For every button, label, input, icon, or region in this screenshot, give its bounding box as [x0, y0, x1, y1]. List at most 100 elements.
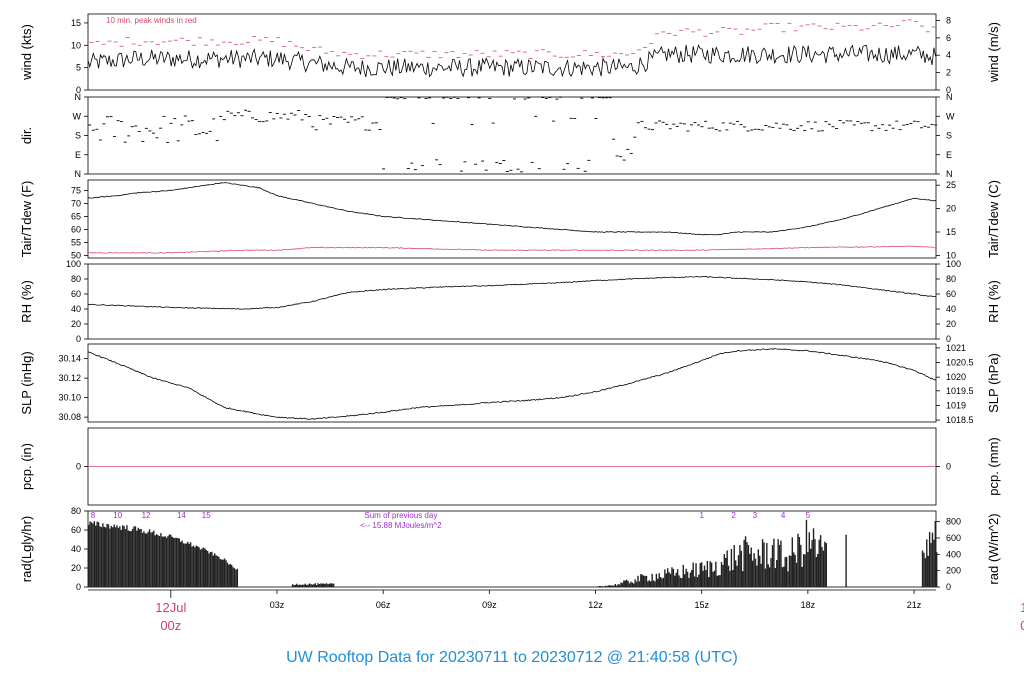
rad-bar — [645, 575, 648, 587]
rad-bar — [88, 524, 90, 587]
rad-bar — [638, 581, 641, 587]
rad-bar — [136, 530, 138, 587]
rad-bar — [90, 522, 93, 587]
rad-bar — [144, 533, 147, 587]
rad-bar — [603, 586, 605, 587]
rad-bar — [93, 521, 96, 587]
rad-hour-mark: 10 — [113, 511, 122, 520]
ytick-label: 65 — [71, 211, 81, 221]
ytick-right-label: 0 — [946, 462, 951, 472]
rad-bar — [651, 573, 653, 587]
rad-bar — [732, 570, 734, 587]
rad-bar — [219, 559, 222, 587]
rad-bar — [804, 554, 806, 587]
ytick-label: 10 — [71, 40, 81, 50]
rad-bar — [97, 522, 100, 587]
rad-bar — [123, 526, 125, 587]
rad-bar — [644, 575, 646, 587]
rad-bar — [793, 552, 795, 587]
ytick-label: 0 — [76, 85, 81, 95]
rad-bar — [692, 562, 694, 587]
rad-bar — [607, 585, 609, 587]
rad-bar — [225, 560, 227, 587]
ylabel-right-pcp: pcp. (mm) — [986, 437, 1001, 496]
ytick-label: 50 — [71, 250, 81, 260]
rad-bar — [157, 535, 159, 587]
rad-bar — [171, 536, 173, 587]
ylabel-right-rad: rad (W/m^2) — [986, 513, 1001, 584]
rad-bar — [181, 540, 183, 587]
rad-bar — [624, 580, 626, 587]
rad-hour-mark: 8 — [91, 511, 96, 520]
rad-bar — [325, 583, 328, 587]
rad-bar — [770, 558, 772, 587]
rad-bar — [685, 568, 687, 587]
rad-bar — [197, 546, 199, 587]
rad-bar — [104, 527, 107, 587]
rad-bar — [812, 528, 815, 587]
ytick-right-label: 20 — [946, 204, 956, 214]
rad-bar — [150, 532, 152, 587]
rad-bar — [218, 556, 220, 587]
series-line-Tdew — [87, 245, 937, 254]
rad-bar — [761, 539, 764, 587]
rad-bar — [99, 526, 101, 587]
rad-bar — [774, 568, 777, 587]
rad-bar — [191, 546, 193, 587]
rad-bar — [725, 557, 727, 587]
rad-bar — [768, 567, 771, 587]
ytick-right-label: 200 — [946, 566, 961, 576]
rad-bar — [124, 529, 127, 587]
rad-bar — [795, 562, 798, 587]
rad-bar — [764, 568, 767, 587]
rad-bar — [620, 582, 622, 587]
rad-bar — [760, 563, 762, 587]
rad-bar — [194, 547, 196, 587]
rad-bar — [662, 577, 665, 587]
rad-bar — [814, 539, 816, 587]
rad-bar — [667, 568, 669, 587]
rad-bar — [930, 543, 932, 587]
ylabel-pcp: pcp. (in) — [19, 443, 34, 490]
rad-bar — [747, 544, 750, 587]
rad-bar — [798, 536, 801, 587]
ytick-label: 80 — [71, 274, 81, 284]
ytick-label: 20 — [71, 563, 81, 573]
rad-bar — [616, 585, 618, 587]
rad-bar — [783, 566, 785, 587]
rad-bar — [188, 543, 190, 587]
rad-bar — [684, 574, 686, 587]
rad-bar — [928, 531, 931, 587]
rad-bar — [209, 551, 212, 587]
rad-bar — [119, 526, 121, 587]
rad-bar — [297, 585, 299, 587]
rad-bar — [722, 564, 724, 587]
rad-bar — [751, 560, 754, 587]
rad-bar — [808, 532, 810, 587]
rad-bar — [676, 569, 679, 587]
panel-frame-rh — [87, 263, 937, 340]
rad-bar — [301, 584, 304, 587]
ytick-label: 0 — [76, 334, 81, 344]
rad-hour-mark: 14 — [177, 511, 186, 520]
xtick-label: 03z — [270, 600, 285, 610]
rad-bar — [926, 539, 928, 587]
rad-bar — [208, 553, 210, 587]
rad-hour-mark: 15 — [202, 511, 211, 520]
ytick-right-label: 1020 — [946, 372, 966, 382]
rad-bar — [147, 531, 149, 587]
ytick-label: 0 — [76, 462, 81, 472]
ylabel-rad: rad(Lgly/hr) — [19, 516, 34, 582]
ytick-right-label: 8 — [946, 15, 951, 25]
rad-bar — [96, 521, 98, 587]
rad-bar — [709, 561, 711, 587]
ylabel-temp: Tair/Tdew (F) — [19, 181, 34, 258]
rad-bar — [233, 568, 236, 587]
rad-bar — [161, 536, 164, 587]
rad-bar — [800, 544, 802, 587]
rad-bar — [168, 534, 171, 587]
rad-bar — [300, 584, 302, 587]
rad-bar — [658, 573, 660, 587]
rad-bar — [679, 577, 682, 587]
